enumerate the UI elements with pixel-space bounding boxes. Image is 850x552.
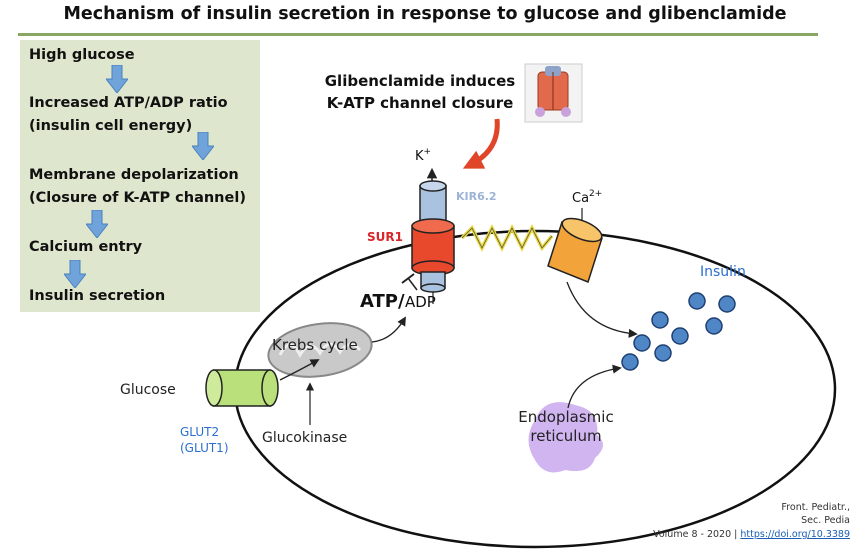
er-label-line1: Endoplasmic: [518, 408, 613, 426]
insulin-granules: [621, 292, 736, 371]
step-high-glucose: High glucose: [29, 47, 135, 63]
callout-line2: K-ATP channel closure: [327, 94, 514, 112]
step-atp-ratio: Increased ATP/ADP ratio: [29, 95, 228, 111]
step-atp-ratio-note: (insulin cell energy): [29, 118, 193, 134]
insulin-label: Insulin: [700, 264, 746, 280]
sur1-label: SUR1: [367, 230, 403, 244]
endoplasmic-reticulum: [528, 402, 604, 473]
kir62-subunit: [419, 180, 447, 225]
glucose-label: Glucose: [120, 382, 176, 398]
step-calcium-entry: Calcium entry: [29, 239, 143, 255]
down-arrow-icon: [86, 210, 108, 238]
glut1-label: (GLUT1): [180, 441, 229, 455]
k-ion-label: K+: [415, 147, 431, 164]
page-title: Mechanism of insulin secretion in respon…: [63, 4, 787, 24]
kir62-lower: [420, 271, 446, 293]
down-arrow-icon: [192, 132, 214, 160]
er-to-insulin-arrow: [567, 364, 622, 409]
krebs-cycle-label: Krebs cycle: [272, 336, 358, 354]
glut2-label: GLUT2: [180, 425, 219, 439]
sur1-subunit: [411, 218, 455, 276]
title-divider: [18, 33, 818, 36]
glut2-transporter: [205, 369, 279, 407]
citation-line3: Volume 8 - 2020 | https://doi.org/10.338…: [653, 529, 850, 540]
atp-label: ATP/: [360, 291, 405, 312]
glucose-to-krebs-arrow: [279, 359, 320, 381]
krebs-to-atp-arrow: [371, 316, 406, 343]
down-arrow-icon: [64, 260, 86, 288]
glucokinase-label: Glucokinase: [262, 430, 347, 446]
citation-volume: Volume 8 - 2020 |: [653, 529, 741, 540]
mitochondrion: [267, 322, 373, 378]
callout-line1: Glibenclamide induces: [325, 72, 516, 90]
calcium-to-insulin-arrow: [566, 281, 638, 338]
er-label-line2: reticulum: [530, 427, 601, 445]
citation-line2: Sec. Pedia: [801, 515, 850, 526]
step-depolarization-note: (Closure of K-ATP channel): [29, 190, 246, 206]
kir62-label: KIR6.2: [456, 190, 497, 203]
glibenclamide-arrow: [462, 118, 500, 169]
step-depolarization: Membrane depolarization: [29, 167, 239, 183]
doi-link[interactable]: https://doi.org/10.3389: [740, 529, 850, 540]
adp-label: ADP: [405, 293, 436, 311]
citation-line1: Front. Pediatr.,: [781, 502, 850, 513]
ca-ion-label: Ca2+: [572, 189, 602, 206]
k-atp-channel-thumbnail-icon: [524, 63, 583, 123]
step-insulin-secretion: Insulin secretion: [29, 288, 166, 304]
down-arrow-icon: [106, 65, 128, 93]
atp-inhibition-line: [407, 277, 418, 291]
calcium-channel: [547, 217, 603, 283]
mechanism-steps-panel: High glucose Increased ATP/ADP ratio (in…: [20, 40, 260, 312]
